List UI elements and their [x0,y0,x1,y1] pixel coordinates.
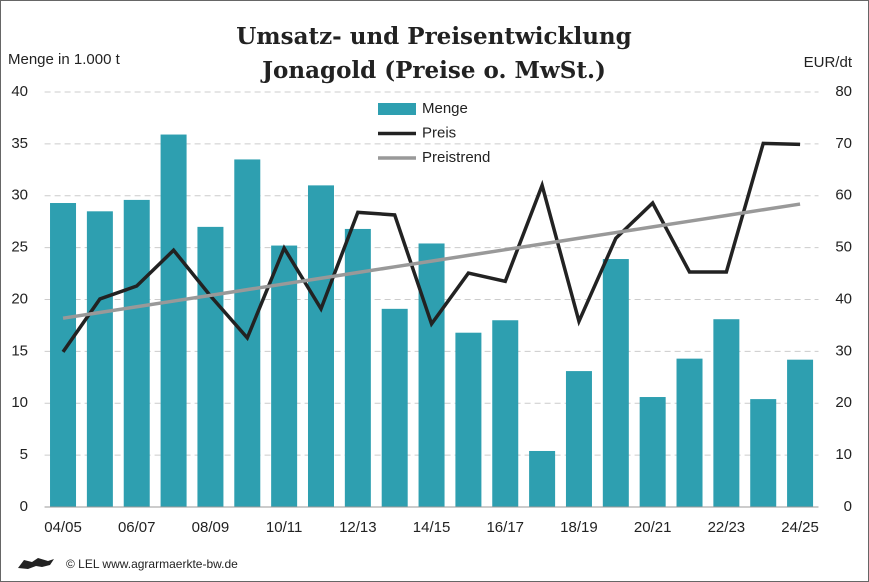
legend-label: Preistrend [422,149,490,166]
bar [86,211,113,507]
bar [750,399,777,507]
bar [418,243,445,507]
y-tick-label: 35 [11,135,28,152]
chart-title: Umsatz- und Preisentwicklung [236,23,631,50]
y2-tick-label: 80 [835,83,852,100]
logo [18,558,54,569]
legend-label: Menge [422,100,468,117]
bar [492,320,519,507]
legend-label: Preis [422,124,456,141]
y-tick-label: 25 [11,239,28,256]
line [61,141,801,353]
bar [307,185,334,507]
y-tick-label: 10 [11,394,28,411]
bar [123,199,150,507]
x-tick-label: 08/09 [192,519,230,536]
x-tick-label: 12/13 [339,519,377,536]
x-tick-label: 04/05 [44,519,82,536]
x-tick-label: 20/21 [634,519,672,536]
bar [529,450,556,507]
y-tick-label: 40 [11,83,28,100]
x-tick-label: 06/07 [118,519,156,536]
y2-tick-label: 20 [835,394,852,411]
bar [381,308,408,507]
x-tick-label: 10/11 [266,519,302,536]
bar [234,159,261,507]
bar [455,332,482,507]
bar [639,397,666,507]
bar [271,245,298,508]
y2-tick-label: 70 [835,135,852,152]
y-tick-label: 20 [11,290,28,307]
line [62,202,801,320]
y2-tick-label: 40 [835,290,852,307]
x-tick-label: 18/19 [560,519,598,536]
y2-tick-label: 60 [835,187,852,204]
x-tick-label: 14/15 [413,519,451,536]
legend-swatch [378,103,416,115]
y2-tick-label: 0 [844,498,852,515]
y2-axis-label: EUR/dt [804,54,853,71]
y2-tick-label: 10 [835,446,852,463]
y-tick-label: 5 [20,446,28,463]
y2-tick-label: 30 [835,342,852,359]
bar [676,358,703,507]
y-tick-label: 30 [11,187,28,204]
chart-subtitle: Jonagold (Preise o. MwSt.) [260,57,606,84]
bar [565,371,592,507]
x-tick-label: 24/25 [781,519,819,536]
bar [50,203,77,507]
x-tick-label: 16/17 [486,519,524,536]
bar [197,226,224,507]
bar [160,134,187,507]
y-axis-label: Menge in 1.000 t [8,51,121,68]
y-tick-label: 0 [20,498,28,515]
bar [602,259,629,507]
bar [787,359,814,507]
source: © LEL www.agrarmaerkte-bw.de [66,557,238,571]
bar [713,319,740,507]
y2-tick-label: 50 [835,239,852,256]
x-tick-label: 22/23 [708,519,746,536]
y-tick-label: 15 [11,342,28,359]
